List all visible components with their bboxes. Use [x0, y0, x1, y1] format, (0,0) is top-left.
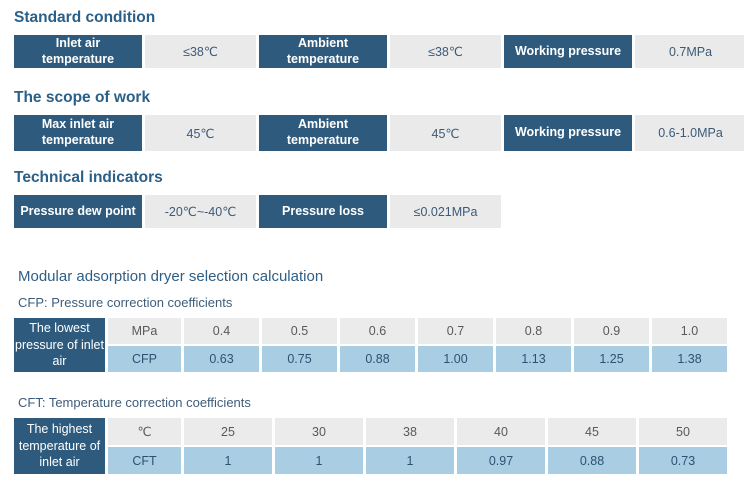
cft-unit-cell: 30 [275, 418, 363, 445]
cfp-coef-cell: 0.88 [340, 346, 415, 372]
spec-label-pressure-loss: Pressure loss [259, 195, 387, 228]
cfp-unit-label: MPa [108, 318, 181, 344]
spec-pair: Working pressure 0.7MPa [504, 35, 744, 68]
selection-calculation-title: Modular adsorption dryer selection calcu… [18, 268, 324, 285]
cft-coef-cell: 0.97 [457, 447, 545, 474]
standard-condition-row: Inlet air temperature ≤38℃ Ambient tempe… [14, 35, 744, 68]
spec-value-ambient-temperature: ≤38℃ [390, 35, 501, 68]
cfp-coef-cell: 1.38 [652, 346, 727, 372]
spec-value-pressure-dew-point: -20℃~-40℃ [145, 195, 256, 228]
cft-unit-cell: 50 [639, 418, 727, 445]
spec-label-inlet-air-temperature: Inlet air temperature [14, 35, 142, 68]
cft-subtitle: CFT: Temperature correction coefficients [18, 395, 251, 410]
cfp-coef-cell: 1.00 [418, 346, 493, 372]
spec-label-pressure-dew-point: Pressure dew point [14, 195, 142, 228]
spec-pair: Pressure dew point -20℃~-40℃ [14, 195, 256, 228]
spec-pair: Max inlet air temperature 45℃ [14, 115, 256, 151]
cft-table: The highest temperature of inlet air ℃ 2… [11, 416, 730, 476]
cfp-unit-cell: 0.4 [184, 318, 259, 344]
spec-pair: Pressure loss ≤0.021MPa [259, 195, 501, 228]
cft-unit-label: ℃ [108, 418, 181, 445]
cfp-coef-cell: 1.25 [574, 346, 649, 372]
cfp-unit-cell: 0.7 [418, 318, 493, 344]
cfp-unit-cell: 0.9 [574, 318, 649, 344]
cfp-coef-cell: 1.13 [496, 346, 571, 372]
cfp-row-header: The lowest pressure of inlet air [14, 318, 105, 372]
spec-value-inlet-air-temperature: ≤38℃ [145, 35, 256, 68]
cft-unit-cell: 38 [366, 418, 454, 445]
cft-row-header: The highest temperature of inlet air [14, 418, 105, 474]
cft-coef-cell: 1 [366, 447, 454, 474]
spec-label-working-pressure: Working pressure [504, 35, 632, 68]
spec-label-ambient-temperature: Ambient temperature [259, 115, 387, 151]
cft-coef-cell: 1 [184, 447, 272, 474]
cft-unit-cell: 25 [184, 418, 272, 445]
cfp-coef-cell: 0.63 [184, 346, 259, 372]
section-heading-scope-of-work: The scope of work [14, 89, 151, 106]
spec-value-working-pressure: 0.6-1.0MPa [635, 115, 744, 151]
technical-indicators-row: Pressure dew point -20℃~-40℃ Pressure lo… [14, 195, 744, 228]
spec-value-working-pressure: 0.7MPa [635, 35, 744, 68]
spec-pair: Inlet air temperature ≤38℃ [14, 35, 256, 68]
spec-pair: Ambient temperature ≤38℃ [259, 35, 501, 68]
cfp-unit-cell: 0.5 [262, 318, 337, 344]
cfp-coef-label: CFP [108, 346, 181, 372]
cft-coef-label: CFT [108, 447, 181, 474]
cfp-subtitle: CFP: Pressure correction coefficients [18, 295, 233, 310]
spec-value-ambient-temperature: 45℃ [390, 115, 501, 151]
spec-label-max-inlet-air-temperature: Max inlet air temperature [14, 115, 142, 151]
spec-label-ambient-temperature: Ambient temperature [259, 35, 387, 68]
cfp-unit-cell: 0.8 [496, 318, 571, 344]
cfp-coef-cell: 0.75 [262, 346, 337, 372]
cft-unit-cell: 40 [457, 418, 545, 445]
spec-value-max-inlet-air-temperature: 45℃ [145, 115, 256, 151]
cft-coef-cell: 0.73 [639, 447, 727, 474]
cft-coef-cell: 1 [275, 447, 363, 474]
section-heading-technical-indicators: Technical indicators [14, 169, 163, 186]
spec-pair: Working pressure 0.6-1.0MPa [504, 115, 744, 151]
cft-coef-cell: 0.88 [548, 447, 636, 474]
spec-pair: Ambient temperature 45℃ [259, 115, 501, 151]
cfp-table: The lowest pressure of inlet air MPa 0.4… [11, 316, 730, 374]
spec-value-pressure-loss: ≤0.021MPa [390, 195, 501, 228]
cft-unit-cell: 45 [548, 418, 636, 445]
spec-label-working-pressure: Working pressure [504, 115, 632, 151]
cfp-unit-cell: 1.0 [652, 318, 727, 344]
scope-of-work-row: Max inlet air temperature 45℃ Ambient te… [14, 115, 744, 151]
section-heading-standard-condition: Standard condition [14, 9, 156, 26]
cfp-unit-cell: 0.6 [340, 318, 415, 344]
